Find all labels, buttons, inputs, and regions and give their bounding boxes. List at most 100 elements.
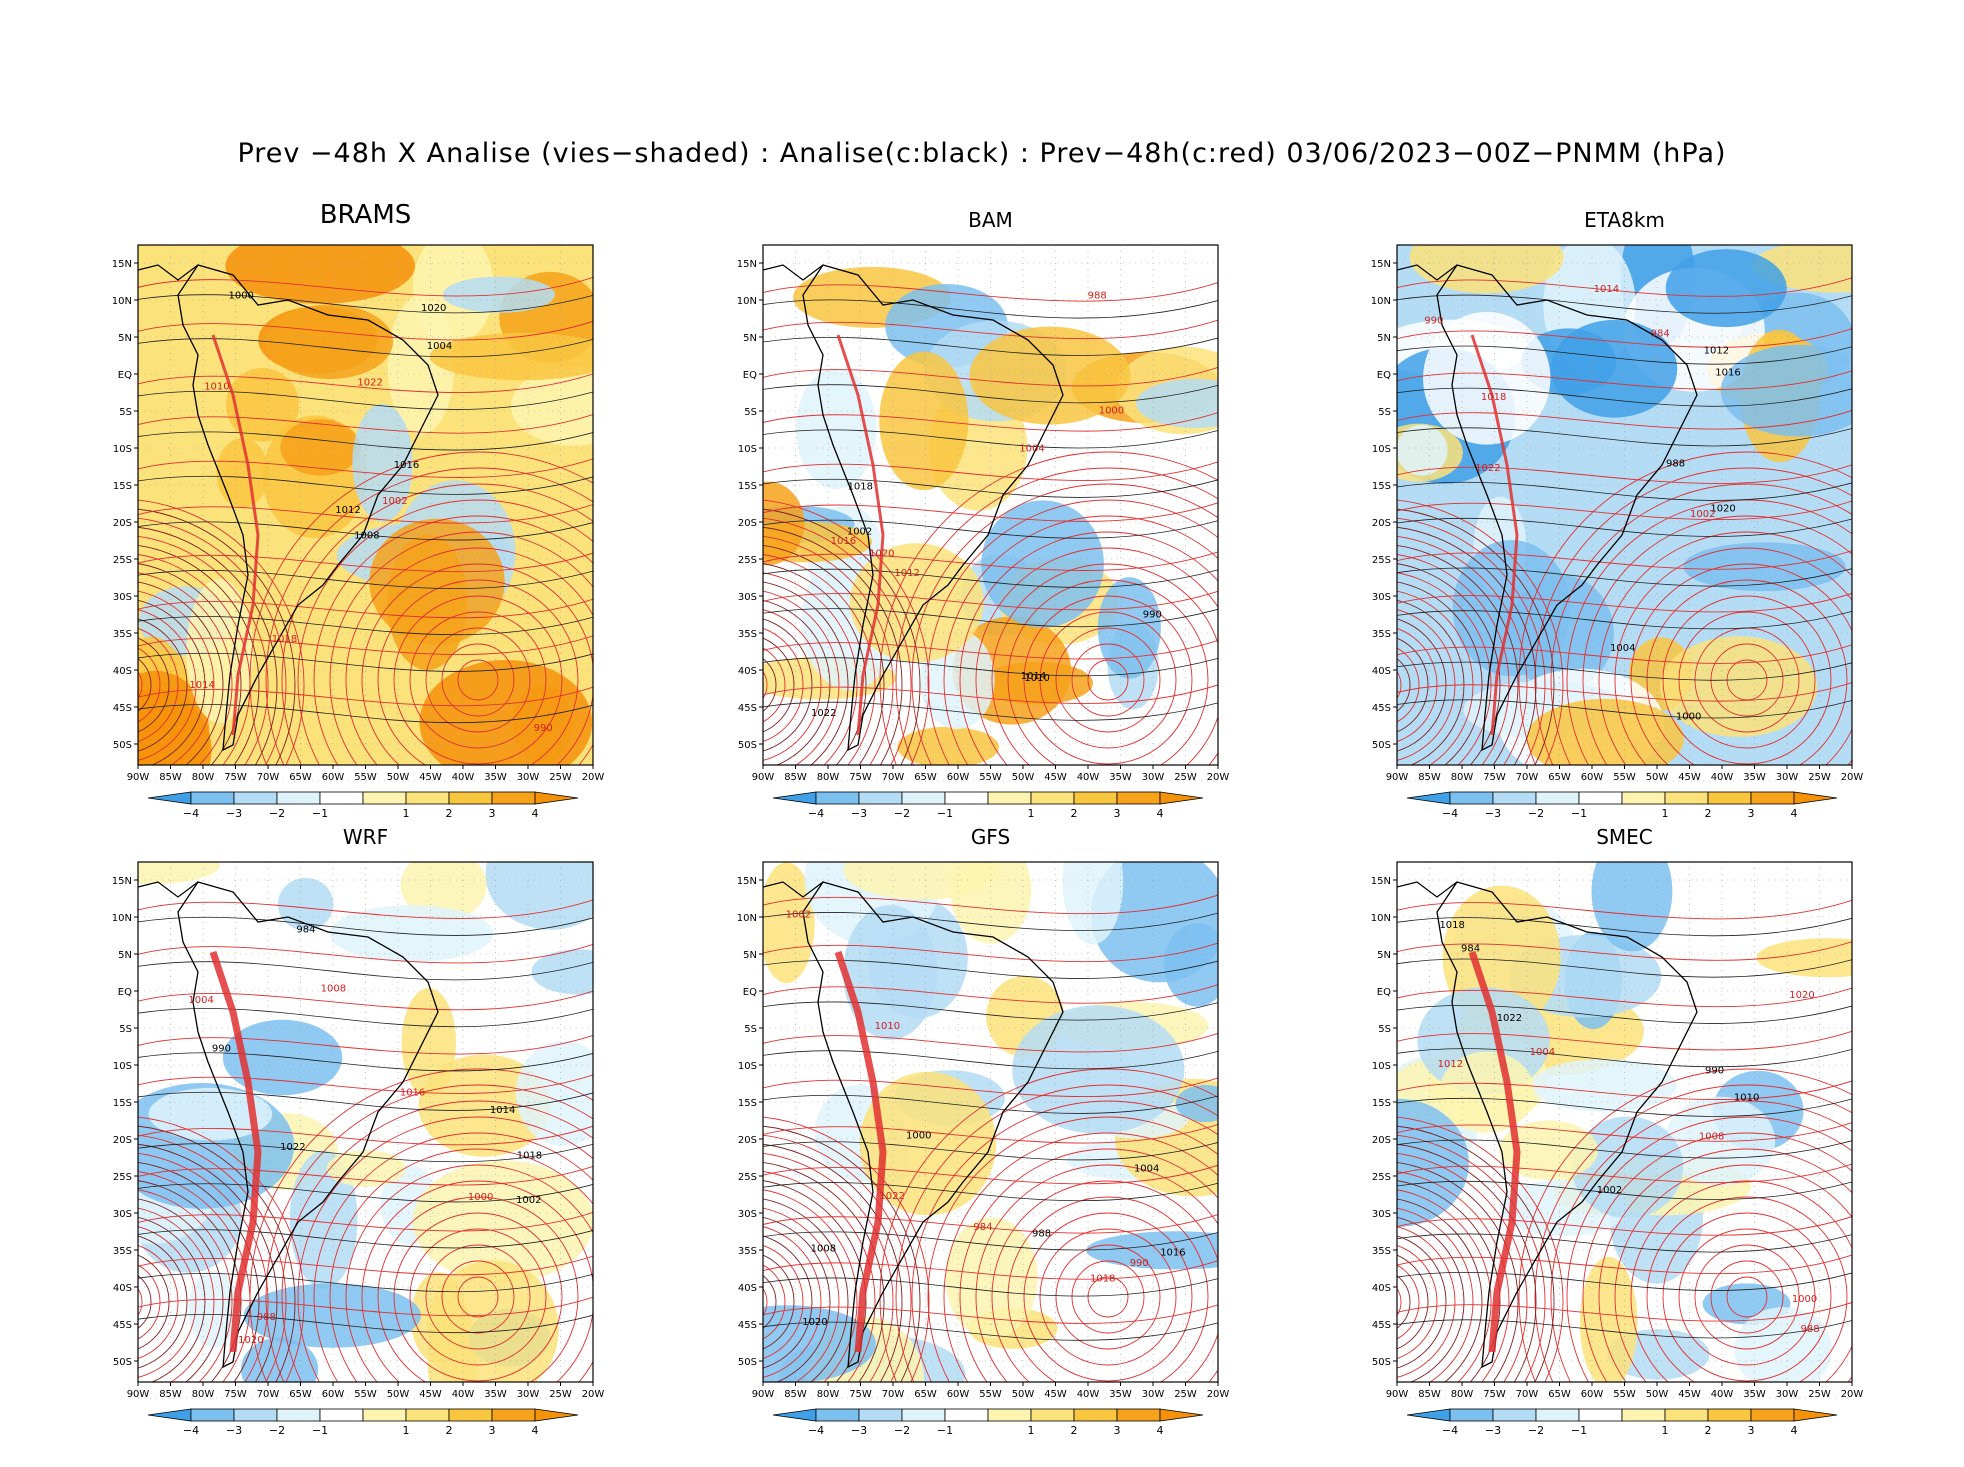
contour-label: 1018 bbox=[1481, 392, 1506, 403]
colorbar-label: −1 bbox=[312, 807, 328, 820]
isobars bbox=[1397, 277, 1852, 765]
central-america-coast bbox=[1396, 881, 1458, 898]
contour-label: 1020 bbox=[869, 549, 894, 560]
lat-tick-label: 5S bbox=[744, 407, 757, 418]
colorbar-swatch bbox=[534, 791, 579, 805]
lat-tick-label: 25S bbox=[738, 555, 757, 566]
lat-tick-label: 20S bbox=[738, 518, 757, 529]
contour-label: 1002 bbox=[516, 1195, 541, 1206]
colorbar-swatch bbox=[448, 791, 493, 805]
contour-label: 1000 bbox=[1676, 711, 1701, 722]
lon-tick-label: 65W bbox=[1548, 772, 1571, 783]
map-panel-brams: BRAMS 1008 1010 1012 1014 1016 1018 1020 1022 100… bbox=[98, 200, 613, 850]
colorbar-label: 1 bbox=[1028, 1424, 1035, 1437]
map-figure: 1012 1014 1016 1018 1020 1022 1004 1002 1000 990 9… bbox=[1371, 244, 1863, 820]
map-panel-wrf: WRF 1014 1016 1018 1020 1022 1004 1002 1000 990 98… bbox=[98, 817, 613, 1467]
colorbar-swatch bbox=[362, 791, 407, 805]
lon-tick-label: 45W bbox=[1678, 772, 1701, 783]
contour-label: 1018 bbox=[1439, 920, 1464, 931]
colorbar-swatch bbox=[858, 791, 903, 805]
lat-tick-label: 30S bbox=[113, 1209, 132, 1220]
coastline bbox=[802, 881, 1064, 1369]
panel-title: BAM bbox=[968, 208, 1013, 232]
lat-tick-label: 10S bbox=[113, 1061, 132, 1072]
lon-tick-label: 85W bbox=[1418, 772, 1441, 783]
colorbar-swatch bbox=[1030, 791, 1075, 805]
andes-isobar-cluster bbox=[836, 334, 885, 736]
colorbar-swatch bbox=[1664, 1408, 1709, 1422]
lat-tick-label: 45S bbox=[113, 1320, 132, 1331]
colorbar-swatch bbox=[1750, 791, 1795, 805]
lat-tick-label: 10S bbox=[1372, 1061, 1391, 1072]
lon-tick-label: 50W bbox=[1646, 1389, 1669, 1400]
colorbar-label: −2 bbox=[894, 1424, 910, 1437]
colorbar-swatch bbox=[1621, 791, 1666, 805]
contour-label: 990 bbox=[1705, 1065, 1724, 1076]
lon-tick-label: 60W bbox=[322, 1389, 345, 1400]
map-figure: 1008 1010 1012 1014 1016 1018 1020 1022 1004 1002… bbox=[112, 244, 604, 820]
lon-tick-label: 80W bbox=[192, 772, 215, 783]
lat-tick-label: 25S bbox=[738, 1172, 757, 1183]
contour-label: 1016 bbox=[831, 536, 856, 547]
lat-tick-label: 10S bbox=[738, 444, 757, 455]
lon-tick-label: 70W bbox=[257, 772, 280, 783]
map-figure: 1016 1018 1020 1022 1004 1002 1000 990 988 984 100… bbox=[737, 861, 1229, 1437]
contour-label: 1020 bbox=[802, 1317, 827, 1328]
lon-tick-label: 55W bbox=[979, 772, 1002, 783]
contour-label: 1004 bbox=[1019, 443, 1044, 454]
colorbar-label: 4 bbox=[1791, 1424, 1798, 1437]
isobars bbox=[1397, 899, 1852, 1382]
lat-tick-label: 30S bbox=[1372, 1209, 1391, 1220]
colorbar-swatch bbox=[1073, 791, 1118, 805]
central-america-coast bbox=[762, 881, 824, 898]
contour-label: 1008 bbox=[811, 1244, 836, 1255]
colorbar-swatch bbox=[448, 1408, 493, 1422]
contour-label: 1008 bbox=[321, 983, 346, 994]
colorbar-label: 3 bbox=[1748, 1424, 1755, 1437]
lat-tick-label: 25S bbox=[1372, 555, 1391, 566]
lat-tick-label: 35S bbox=[1372, 629, 1391, 640]
lat-tick-label: 20S bbox=[113, 1135, 132, 1146]
lon-tick-label: 90W bbox=[1386, 1389, 1409, 1400]
contour-label: 984 bbox=[296, 925, 315, 936]
lon-tick-label: 50W bbox=[387, 772, 410, 783]
colorbar-label: −1 bbox=[1571, 1424, 1587, 1437]
lon-tick-label: 90W bbox=[127, 1389, 150, 1400]
lat-tick-label: 15S bbox=[1372, 1098, 1391, 1109]
lon-tick-label: 90W bbox=[752, 1389, 775, 1400]
contour-label: 1014 bbox=[1594, 284, 1619, 295]
contour-label: 1004 bbox=[1134, 1164, 1159, 1175]
contour-label: 1022 bbox=[280, 1142, 305, 1153]
colorbar-swatch bbox=[944, 791, 989, 805]
contour-label: 1020 bbox=[238, 1335, 263, 1346]
colorbar-label: −3 bbox=[226, 807, 242, 820]
colorbar: −4 −3 −2 −1 1 2 3 4 bbox=[1406, 1408, 1838, 1437]
colorbar-swatch bbox=[147, 791, 192, 805]
contour-label: 990 bbox=[1130, 1258, 1149, 1269]
colorbar-label: 4 bbox=[1791, 807, 1798, 820]
contour-label: 1002 bbox=[1690, 509, 1715, 520]
lat-tick-label: 5S bbox=[119, 1024, 132, 1035]
contour-label: 1000 bbox=[1792, 1294, 1817, 1305]
lat-tick-label: EQ bbox=[118, 987, 132, 998]
colorbar-swatch bbox=[1030, 1408, 1075, 1422]
contour-label: 1000 bbox=[468, 1192, 493, 1203]
bias-shading bbox=[1397, 862, 1852, 1382]
lon-tick-label: 90W bbox=[1386, 772, 1409, 783]
lon-tick-label: 50W bbox=[1012, 1389, 1035, 1400]
lon-tick-label: 50W bbox=[1646, 772, 1669, 783]
colorbar-swatch bbox=[276, 791, 321, 805]
lat-tick-label: 15N bbox=[112, 876, 132, 887]
lon-tick-label: 40W bbox=[452, 772, 475, 783]
lon-tick-label: 60W bbox=[1581, 772, 1604, 783]
contour-label: 990 bbox=[1424, 315, 1443, 326]
lon-tick-label: 25W bbox=[1808, 772, 1831, 783]
colorbar-swatch bbox=[1449, 791, 1494, 805]
contour-label: 1012 bbox=[1704, 346, 1729, 357]
map-figure: 1010 1012 1014 1016 1018 1020 1022 1004 1002 1000… bbox=[737, 244, 1229, 820]
colorbar-label: −1 bbox=[1571, 807, 1587, 820]
colorbar-swatch bbox=[491, 791, 536, 805]
lat-tick-label: 5S bbox=[119, 407, 132, 418]
lon-tick-label: 70W bbox=[1516, 772, 1539, 783]
lon-tick-label: 30W bbox=[1776, 1389, 1799, 1400]
